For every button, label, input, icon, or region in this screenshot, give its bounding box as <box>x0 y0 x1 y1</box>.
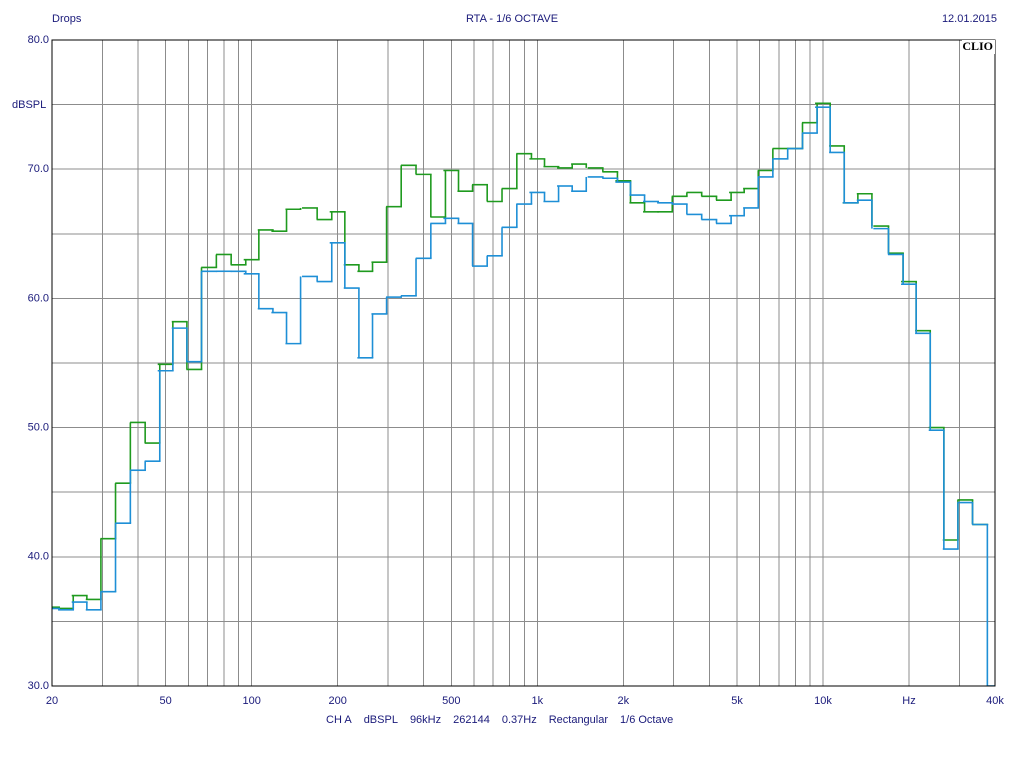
footer-item: Rectangular <box>549 714 609 726</box>
x-tick-label: 1k <box>532 695 544 707</box>
y-tick-label: 70.0 <box>28 163 49 175</box>
axes: 20 50 100 200 500 1k 2k 5k 10k Hz 40k 30.0 40.0 50.0 6… <box>28 34 1005 707</box>
y-tick-label: 40.0 <box>28 551 49 563</box>
footer-item: 96kHz <box>410 714 441 726</box>
y-tick-label: 50.0 <box>28 422 49 434</box>
x-tick-label: 5k <box>731 695 743 707</box>
x-tick-label: Hz <box>902 695 915 707</box>
x-tick-label: 40k <box>986 695 1004 707</box>
x-tick-label: 10k <box>814 695 832 707</box>
x-tick-label: 20 <box>46 695 58 707</box>
footer-item: 0.37Hz <box>502 714 537 726</box>
traces <box>52 102 995 686</box>
trace <box>52 106 995 686</box>
footer: CH A dBSPL 96kHz 262144 0.37Hz Rectangular 1/6… <box>326 714 673 726</box>
footer-item: 1/6 Octave <box>620 714 673 726</box>
chart-title: RTA - 1/6 OCTAVE <box>466 13 558 25</box>
logo-box <box>962 40 995 54</box>
x-tick-label: 100 <box>242 695 260 707</box>
footer-item: CH A <box>326 714 352 726</box>
plot-frame <box>51 39 996 687</box>
y-tick-label: 30.0 <box>28 680 49 692</box>
x-tick-label: 500 <box>442 695 460 707</box>
y-tick-label: 80.0 <box>28 34 49 46</box>
logo: CLIO <box>962 39 993 53</box>
x-tick-label: 50 <box>160 695 172 707</box>
x-tick-label: 200 <box>328 695 346 707</box>
header-date: 12.01.2015 <box>942 13 997 25</box>
x-tick-label: 2k <box>618 695 630 707</box>
footer-item: dBSPL <box>364 714 398 726</box>
footer-item: 262144 <box>453 714 490 726</box>
header-left: Drops <box>52 13 82 25</box>
y-tick-label: 60.0 <box>28 292 49 304</box>
y-axis-label: dBSPL <box>12 99 46 111</box>
